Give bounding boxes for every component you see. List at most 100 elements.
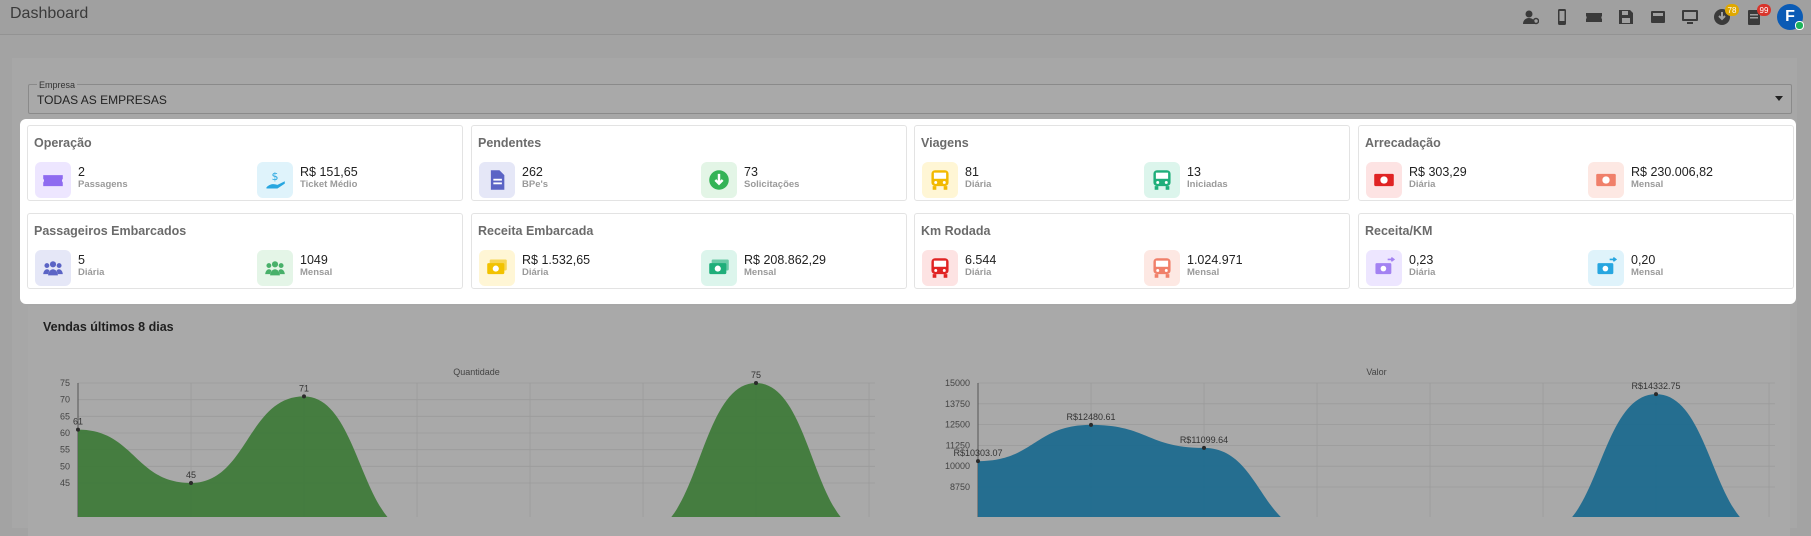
chart-title: Quantidade: [453, 367, 500, 377]
metric-value: 0,20: [1631, 253, 1656, 267]
quantidade-chart: Quantidade 75 70 65 60 55 50 45 61 45 71 75: [60, 367, 875, 517]
cash-register-icon[interactable]: [1649, 8, 1667, 26]
data-label: 75: [751, 370, 761, 380]
metric-label: Diária: [1409, 267, 1436, 278]
data-label: R$11099.64: [1180, 435, 1228, 445]
empresa-value: TODAS AS EMPRESAS: [37, 93, 167, 107]
card-metric: 2 Passagens: [35, 162, 128, 198]
metric-value: 73: [744, 165, 758, 179]
top-toolbar: 78 99 F: [1521, 4, 1804, 30]
card-metric: 1.024.971 Mensal: [1144, 250, 1243, 286]
kpi-card: Viagens 81 Diária 13 Iniciadas: [914, 125, 1350, 201]
metric-label: Mensal: [1187, 267, 1220, 278]
document-icon: [479, 162, 515, 198]
y-tick-label: 60: [60, 428, 70, 438]
valor-chart: Valor 15000 13750 12500 11250 10000 8750 R$1030…: [945, 367, 1775, 517]
metric-label: Diária: [965, 267, 992, 278]
y-tick-label: 75: [60, 378, 70, 388]
metric-value: 6.544: [965, 253, 997, 267]
card-metric: 6.544 Diária: [922, 250, 996, 286]
metric-label: Mensal: [744, 267, 777, 278]
money-stack-icon: [701, 250, 737, 286]
metric-label: Diária: [1409, 179, 1436, 190]
notification-badge: 78: [1725, 4, 1739, 16]
money-stack-icon: [479, 250, 515, 286]
y-tick-label: 13750: [945, 399, 970, 409]
hand-money-icon: $: [257, 162, 293, 198]
metric-value: R$ 303,29: [1409, 165, 1467, 179]
card-metric: 13 Iniciadas: [1144, 162, 1228, 198]
data-point[interactable]: [976, 459, 980, 464]
card-title: Arrecadação: [1365, 136, 1441, 150]
card-metric: 262 BPe's: [479, 162, 548, 198]
card-title: Receita/KM: [1365, 224, 1433, 238]
card-title: Viagens: [921, 136, 969, 150]
y-tick-label: 8750: [950, 482, 970, 492]
metric-value: 81: [965, 165, 979, 179]
card-metric: 1049 Mensal: [257, 250, 332, 286]
y-tick-label: 10000: [945, 461, 970, 471]
kpi-card: Pendentes 262 BPe's 73 Solicitações: [471, 125, 907, 201]
card-metric: R$ 208.862,29 Mensal: [701, 250, 826, 286]
metric-label: Diária: [965, 179, 992, 190]
monitor-icon[interactable]: [1681, 8, 1699, 26]
y-tick-label: 15000: [945, 378, 970, 388]
y-tick-label: 11250: [946, 440, 970, 450]
save-icon[interactable]: [1617, 8, 1635, 26]
data-point[interactable]: [754, 381, 758, 385]
online-status-dot: [1795, 21, 1804, 30]
data-label: 45: [186, 470, 196, 480]
card-metric: R$ 303,29 Diária: [1366, 162, 1467, 198]
data-point[interactable]: [1654, 392, 1658, 397]
bus-icon: [922, 162, 958, 198]
mobile-icon[interactable]: [1553, 8, 1571, 26]
card-metric: 81 Diária: [922, 162, 991, 198]
metric-label: Diária: [522, 267, 549, 278]
caret-down-icon[interactable]: [1775, 96, 1783, 101]
data-point[interactable]: [189, 481, 193, 485]
money-transfer-icon: [1588, 250, 1624, 286]
data-label: 61: [73, 417, 83, 427]
metric-label: Mensal: [300, 267, 333, 278]
kpi-card: Receita/KM 0,23 Diária 0,20 Mensal: [1358, 213, 1794, 289]
ticket-icon: [35, 162, 71, 198]
metric-label: Passagens: [78, 179, 128, 190]
empresa-label: Empresa: [37, 80, 78, 90]
y-tick-label: 12500: [945, 420, 970, 430]
data-label: 71: [299, 383, 309, 393]
card-metric: 0,23 Diária: [1366, 250, 1435, 286]
kpi-card: Operação 2 Passagens $ R$ 151,65 Ticket Médio: [27, 125, 463, 201]
user-avatar[interactable]: F: [1777, 4, 1804, 30]
ticket-icon[interactable]: [1585, 8, 1603, 26]
data-point[interactable]: [1202, 445, 1206, 450]
svg-text:$: $: [272, 170, 279, 183]
card-title: Operação: [34, 136, 92, 150]
kpi-card: Receita Embarcada R$ 1.532,65 Diária R$ 208…: [471, 213, 907, 289]
card-metric: $ R$ 151,65 Ticket Médio: [257, 162, 358, 198]
data-point[interactable]: [302, 394, 306, 399]
card-metric: R$ 230.006,82 Mensal: [1588, 162, 1713, 198]
kpi-card: Arrecadação R$ 303,29 Diária R$ 230.006,82 M…: [1358, 125, 1794, 201]
card-title: Km Rodada: [921, 224, 991, 238]
notification-badge: 99: [1757, 4, 1771, 16]
bus-icon: [922, 250, 958, 286]
clipboard-icon[interactable]: 99: [1745, 4, 1771, 26]
empresa-select[interactable]: Empresa TODAS AS EMPRESAS: [28, 80, 1792, 114]
metric-value: 1.024.971: [1187, 253, 1243, 267]
data-point[interactable]: [1089, 422, 1093, 427]
area-series: [978, 394, 1769, 517]
download-icon[interactable]: 78: [1713, 4, 1739, 26]
metric-value: R$ 1.532,65: [522, 253, 591, 267]
bus-icon: [1144, 250, 1180, 286]
data-point[interactable]: [76, 427, 80, 432]
metric-value: 2: [78, 165, 85, 179]
data-label: R$10303.07: [953, 448, 1002, 458]
user-gear-icon[interactable]: [1521, 8, 1539, 26]
avatar-initial: F: [1785, 8, 1795, 25]
metric-value: 262: [522, 165, 543, 179]
y-tick-label: 50: [60, 461, 70, 471]
metric-value: R$ 208.862,29: [744, 253, 827, 267]
money-bill-icon: [1366, 162, 1402, 198]
download-circle-icon: [701, 162, 737, 198]
money-bill-icon: [1588, 162, 1624, 198]
